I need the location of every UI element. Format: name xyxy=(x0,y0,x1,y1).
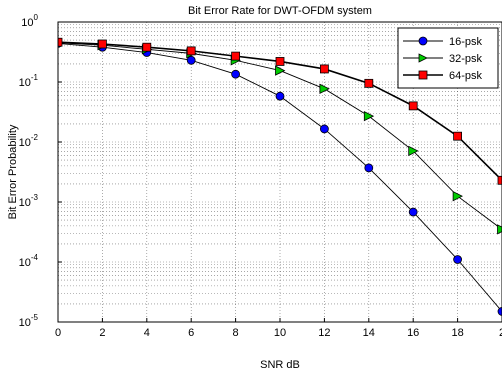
x-tick-label: 18 xyxy=(451,327,463,339)
data-point-64-psk xyxy=(275,57,285,66)
data-point-16-psk xyxy=(497,307,502,316)
legend-item-32-psk: 32-psk xyxy=(403,53,483,65)
data-point-64-psk xyxy=(58,37,63,47)
y-axis-label: Bit Error Probability xyxy=(7,124,19,219)
x-tick-label: 4 xyxy=(144,327,150,339)
y-tick-label: 10-3 xyxy=(19,193,39,209)
data-point-64-psk xyxy=(319,64,329,74)
x-tick-label: 14 xyxy=(363,327,375,339)
data-point-64-psk xyxy=(497,175,502,185)
x-tick-label: 16 xyxy=(407,327,419,339)
series-64-psk xyxy=(58,37,502,185)
data-point-16-psk xyxy=(231,69,241,79)
grid xyxy=(58,22,502,322)
y-tick-label: 10-1 xyxy=(19,73,39,89)
data-point-16-psk xyxy=(364,163,374,173)
legend-label: 64-psk xyxy=(449,70,483,82)
y-tick-label: 10-5 xyxy=(19,313,39,329)
data-point-64-psk xyxy=(231,51,241,61)
legend-item-64-psk: 64-psk xyxy=(403,70,483,82)
legend-marker-32-psk xyxy=(418,53,428,63)
data-point-64-psk xyxy=(453,131,463,141)
x-tick-label: 0 xyxy=(55,327,61,339)
y-tick-label: 10-2 xyxy=(19,133,39,149)
data-point-16-psk xyxy=(453,255,463,264)
data-point-16-psk xyxy=(275,91,285,101)
y-tick-label: 10-4 xyxy=(19,253,39,269)
data-point-64-psk xyxy=(98,39,107,49)
data-point-32-psk xyxy=(275,65,286,76)
data-point-64-psk xyxy=(364,78,374,88)
data-point-64-psk xyxy=(142,42,152,52)
legend-marker-16-psk xyxy=(418,36,428,46)
data-point-32-psk xyxy=(408,145,419,157)
x-tick-label: 2 xyxy=(499,327,502,339)
axis-ticks: 0 2 4 6 8 10 12 14 16 18 2 100 10-1 10-2 10-3 10-4 10-5 xyxy=(19,13,502,339)
data-point-32-psk xyxy=(319,83,330,94)
data-point-16-psk xyxy=(186,55,196,65)
legend-marker-64-psk xyxy=(418,70,428,80)
x-tick-label: 12 xyxy=(318,327,330,339)
legend: 16-psk 32-psk 64-psk xyxy=(397,27,499,89)
y-tick-label: 100 xyxy=(21,13,38,29)
x-tick-label: 2 xyxy=(99,327,105,339)
data-point-32-psk xyxy=(363,110,375,122)
data-point-32-psk xyxy=(452,191,463,202)
data-point-64-psk xyxy=(186,46,196,56)
data-point-32-psk xyxy=(497,224,502,235)
legend-item-16-psk: 16-psk xyxy=(403,36,483,48)
x-tick-label: 6 xyxy=(188,327,194,339)
series-group xyxy=(58,37,502,316)
chart-title: Bit Error Rate for DWT-OFDM system xyxy=(188,5,372,17)
x-tick-label: 10 xyxy=(274,327,286,339)
x-axis-label: SNR dB xyxy=(260,359,300,371)
legend-label: 16-psk xyxy=(449,36,483,48)
data-point-64-psk xyxy=(408,101,418,111)
data-point-16-psk xyxy=(408,207,418,217)
x-tick-label: 8 xyxy=(233,327,239,339)
data-point-16-psk xyxy=(319,124,329,134)
legend-label: 32-psk xyxy=(449,53,483,65)
